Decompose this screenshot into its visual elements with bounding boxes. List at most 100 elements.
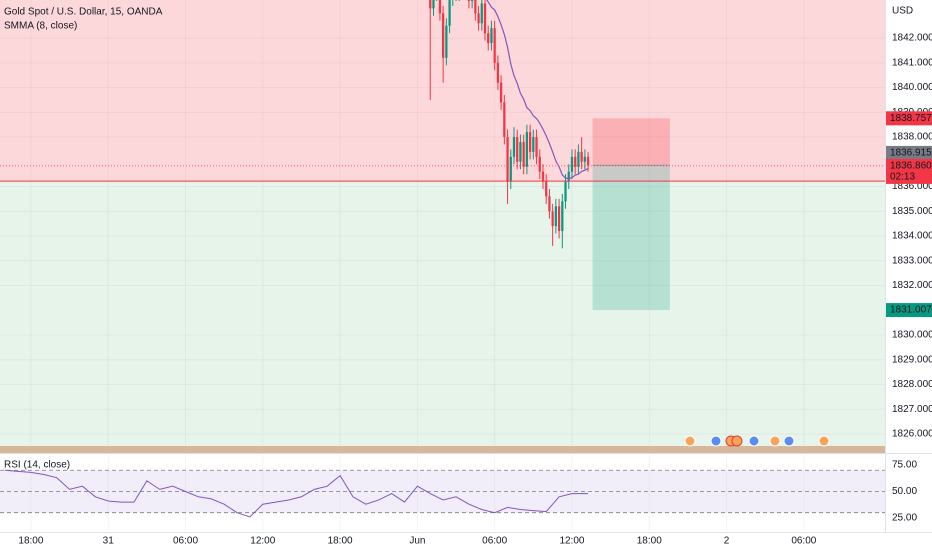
event-icons [684, 435, 830, 447]
event-icon[interactable] [818, 435, 830, 447]
y-tick-label: 1840.000 [892, 82, 932, 93]
grid [0, 0, 885, 532]
y-tick-label: 1828.000 [892, 379, 932, 390]
candle-body [503, 102, 506, 138]
x-tick-label: 18:00 [637, 536, 662, 547]
rsi-line [5, 469, 589, 518]
rsi-tick-label: 75.00 [892, 460, 917, 471]
x-tick-label: 18:00 [328, 536, 353, 547]
y-tick-label: 1836.000 [892, 181, 932, 192]
candle-body [557, 206, 561, 232]
y-tick-label: 1826.000 [892, 429, 932, 440]
candle-body [564, 181, 567, 202]
candle-body [535, 137, 538, 157]
y-tick-label: 1835.000 [892, 206, 932, 217]
x-tick-label: 06:00 [173, 536, 198, 547]
event-icon[interactable] [748, 435, 760, 447]
x-tick-label: 12:00 [250, 536, 275, 547]
event-icon[interactable] [769, 435, 781, 447]
candle-body [583, 156, 586, 162]
candle-body [528, 132, 532, 152]
y-tick-label: 1834.000 [892, 231, 932, 242]
candle-body [574, 156, 577, 167]
candle-body [467, 0, 471, 1]
candle-body [490, 28, 493, 44]
candle-body [493, 28, 496, 63]
event-icon[interactable] [783, 435, 795, 447]
x-tick-label: 31 [103, 536, 115, 547]
y-tick-label: 1829.000 [892, 354, 932, 365]
countdown-label: 02:13 [890, 172, 915, 183]
event-icon[interactable] [710, 435, 722, 447]
candle-body [477, 13, 480, 24]
price-tag [886, 303, 932, 318]
x-tick-label: 18:00 [18, 536, 43, 547]
y-tick-label: 1833.000 [892, 255, 932, 266]
y-tick-label: 1841.000 [892, 57, 932, 68]
y-tick-label: 1832.000 [892, 280, 932, 291]
candle-body [525, 132, 529, 167]
candle-body [532, 137, 535, 152]
x-tick-label: Jun [409, 536, 425, 547]
rsi-tick-label: 50.00 [892, 486, 917, 497]
price-tag [886, 158, 932, 184]
smma-line [486, 0, 589, 180]
candle-body [554, 206, 557, 227]
chart-title: Gold Spot / U.S. Dollar, 15, OANDA [4, 7, 163, 18]
y-tick-label: 1830.000 [892, 330, 932, 341]
profit-zone [0, 181, 885, 453]
candle-body [538, 156, 541, 172]
y-tick-label: 1827.000 [892, 404, 932, 415]
price-tag-label: 1836.860 [890, 161, 932, 172]
candle-body [512, 137, 516, 157]
candle-body [561, 201, 564, 232]
candle-body [471, 0, 474, 1]
candle-body [516, 137, 519, 162]
price-tag [886, 145, 932, 160]
candle-body [483, 3, 487, 34]
rsi-tick-label: 25.00 [892, 513, 917, 524]
candle-body [487, 33, 490, 44]
candle-body [432, 0, 435, 9]
candle-body [509, 156, 512, 182]
volume-strip [0, 446, 885, 453]
candle-body [577, 151, 580, 167]
candle-body [541, 171, 545, 182]
indicator-label: SMMA (8, close) [4, 21, 77, 32]
price-tag [886, 111, 932, 126]
candle-body [545, 181, 548, 197]
price-tag-label: 1831.007 [890, 305, 932, 316]
candle-body [580, 151, 583, 162]
price-tag-label: 1836.915 [890, 148, 932, 159]
axes: 18:00 31 06:00 12:00 18:00 Jun 06:00 12:00 18:00… [18, 33, 932, 547]
candle-body [586, 156, 590, 166]
y-tick-label: 1842.000 [892, 33, 932, 44]
unit-label: USD [892, 6, 913, 17]
candle-body [448, 0, 451, 26]
price-tag-label: 1838.757 [890, 113, 932, 124]
rsi-label: RSI (14, close) [4, 460, 70, 471]
candle-body [445, 25, 448, 58]
candle-body [570, 156, 574, 172]
x-tick-label: 06:00 [482, 536, 507, 547]
candle-body [548, 196, 551, 212]
candle-body [474, 0, 477, 14]
y-tick-label: 1838.000 [892, 132, 932, 143]
candle-body [519, 142, 522, 162]
x-tick-label: 12:00 [559, 536, 584, 547]
x-tick-label: 06:00 [791, 536, 816, 547]
candle-body [499, 82, 503, 103]
candle-body [429, 0, 432, 9]
target-zone [592, 165, 670, 311]
candle-body [506, 137, 509, 182]
candle-body [567, 171, 570, 182]
candle-body [551, 211, 554, 227]
candle-body [442, 13, 445, 58]
candle-body [522, 142, 525, 167]
x-tick-label: 2 [724, 536, 730, 547]
main-pane [0, 0, 885, 311]
event-icon[interactable] [731, 435, 743, 447]
rsi-pane [0, 469, 885, 518]
event-icon[interactable] [684, 435, 696, 447]
